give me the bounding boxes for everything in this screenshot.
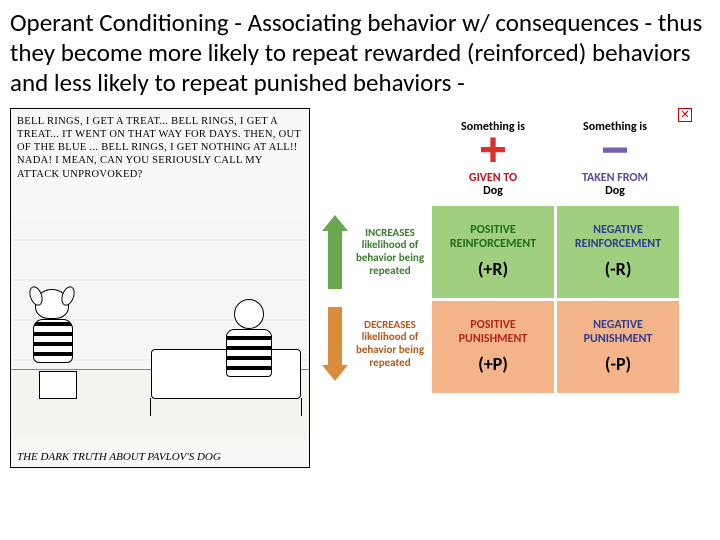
quad-tl-label2: REINFORCEMENT <box>450 237 536 251</box>
given-right-line1: TAKEN FROM <box>582 171 648 185</box>
quad-tr-label2: REINFORCEMENT <box>575 237 661 251</box>
quad-bl-label2: PUNISHMENT <box>459 332 528 346</box>
given-left: GIVEN TO Dog <box>432 168 554 206</box>
column-headers: Something is Something is <box>432 120 692 134</box>
quad-negative-punishment: NEGATIVE PUNISHMENT (-P) <box>557 301 679 393</box>
quadrant-grid: POSITIVE REINFORCEMENT (+R) NEGATIVE REI… <box>432 206 679 393</box>
plus-icon: + <box>432 134 554 168</box>
row-label-top: INCREASES likelihood of behavior being r… <box>322 206 432 298</box>
prisoner-icon <box>219 299 279 379</box>
given-left-line1: GIVEN TO <box>469 171 517 185</box>
quad-tl-code: (+R) <box>478 258 508 280</box>
cartoon-speech: BELL RINGS, I GET A TREAT... BELL RINGS,… <box>17 115 303 181</box>
broken-image-icon: ✕ <box>678 108 692 122</box>
symbol-row: + − <box>432 134 692 168</box>
quadrant-chart: ✕ Something is Something is + − GIVEN TO… <box>322 108 692 468</box>
cartoon-scene <box>11 219 309 439</box>
arrow-up-icon <box>322 215 348 289</box>
quad-br-code: (-P) <box>605 353 631 375</box>
arrow-down-icon <box>322 307 348 381</box>
quad-negative-reinforcement: NEGATIVE REINFORCEMENT (-R) <box>557 206 679 298</box>
minus-icon: − <box>554 134 676 168</box>
row-text-bottom: DECREASES likelihood of behavior being r… <box>354 319 426 370</box>
content-row: BELL RINGS, I GET A TREAT... BELL RINGS,… <box>0 98 720 468</box>
given-right: TAKEN FROM Dog <box>554 168 676 206</box>
quad-tl-label1: POSITIVE <box>470 223 515 237</box>
quadrant-grid-wrapper: INCREASES likelihood of behavior being r… <box>322 206 692 393</box>
quad-br-label2: PUNISHMENT <box>584 332 653 346</box>
row-text-top: INCREASES likelihood of behavior being r… <box>354 227 426 278</box>
quad-positive-reinforcement: POSITIVE REINFORCEMENT (+R) <box>432 206 554 298</box>
quad-bl-code: (+P) <box>478 353 508 375</box>
dog-icon <box>31 289 101 369</box>
given-right-line2: Dog <box>605 184 625 198</box>
quad-positive-punishment: POSITIVE PUNISHMENT (+P) <box>432 301 554 393</box>
row-labels: INCREASES likelihood of behavior being r… <box>322 206 432 393</box>
quad-tr-code: (-R) <box>605 258 632 280</box>
page-title: Operant Conditioning - Associating behav… <box>0 0 720 98</box>
cartoon-caption: THE DARK TRUTH ABOUT PAVLOV'S DOG <box>17 451 303 463</box>
stool-icon <box>39 371 77 399</box>
quad-br-label1: NEGATIVE <box>593 318 643 332</box>
row-label-bottom: DECREASES likelihood of behavior being r… <box>322 298 432 390</box>
quad-bl-label1: POSITIVE <box>470 318 515 332</box>
cartoon-panel: BELL RINGS, I GET A TREAT... BELL RINGS,… <box>10 108 310 468</box>
given-left-line2: Dog <box>483 184 503 198</box>
quad-tr-label1: NEGATIVE <box>593 223 643 237</box>
given-row: GIVEN TO Dog TAKEN FROM Dog <box>432 168 692 206</box>
